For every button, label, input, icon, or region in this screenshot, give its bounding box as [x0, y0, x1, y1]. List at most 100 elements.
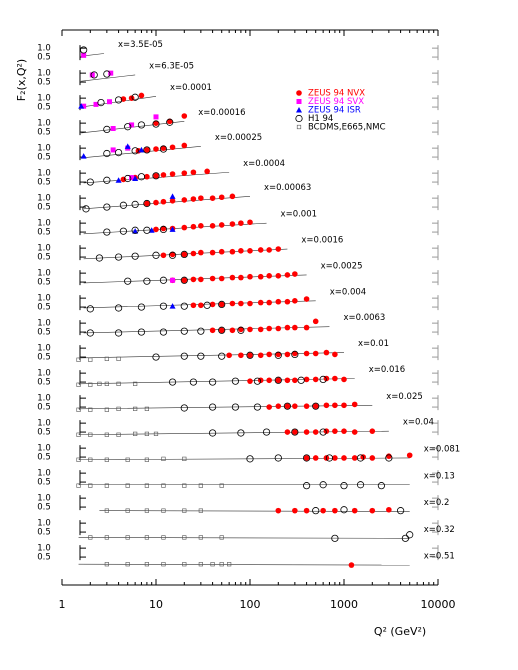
point [159, 328, 168, 336]
point [238, 326, 244, 333]
point [218, 326, 226, 334]
point [132, 175, 139, 181]
point [133, 381, 138, 386]
point [143, 146, 151, 154]
y-tick-label: 0.5 [37, 128, 51, 138]
point [103, 228, 111, 236]
point [190, 302, 197, 309]
point [88, 432, 93, 437]
y-tick-label: 0.5 [37, 453, 51, 463]
point [208, 403, 217, 411]
point [97, 99, 105, 107]
point [190, 223, 197, 230]
point [180, 276, 188, 284]
point [124, 123, 132, 131]
point [76, 432, 81, 437]
point [144, 147, 150, 153]
y-tick-label: 0.5 [37, 503, 51, 513]
point [180, 302, 188, 310]
point [143, 199, 151, 208]
point [297, 376, 305, 384]
point [143, 226, 151, 234]
point [227, 562, 232, 567]
point [238, 274, 244, 281]
point [209, 249, 216, 256]
point [341, 428, 347, 434]
point [182, 562, 187, 567]
point [124, 143, 131, 149]
point [284, 351, 291, 358]
point [401, 534, 410, 542]
point [88, 483, 93, 488]
point [292, 429, 298, 435]
point [153, 146, 159, 152]
point [131, 226, 139, 234]
bin-label: x=0.00025 [215, 133, 262, 143]
point [116, 432, 121, 437]
point [302, 454, 311, 462]
point [131, 200, 139, 208]
y-tick-label: 0.5 [37, 478, 51, 488]
point [218, 248, 225, 255]
point [144, 535, 149, 540]
point [182, 535, 187, 540]
point [104, 381, 109, 386]
point [198, 276, 204, 283]
point [262, 428, 271, 436]
point [218, 301, 225, 308]
bin-label: x=3.5E-05 [118, 40, 163, 50]
point [132, 228, 139, 234]
point [292, 298, 298, 304]
point [274, 351, 282, 359]
point [319, 428, 327, 436]
point [124, 174, 132, 183]
point [369, 428, 376, 434]
point [190, 169, 197, 176]
point [291, 350, 299, 358]
point [396, 507, 405, 515]
y-tick-label: 0.5 [37, 403, 51, 413]
y-tick-label: 1.0 [37, 319, 51, 329]
point [210, 562, 215, 567]
point [161, 535, 166, 540]
point [253, 403, 262, 411]
x-axis-label: Q² (GeV²) [374, 625, 426, 638]
fit-line [78, 563, 410, 566]
point [161, 562, 166, 567]
point [170, 277, 176, 283]
point [86, 178, 94, 186]
point [218, 194, 225, 201]
point [266, 377, 272, 384]
point [169, 198, 176, 204]
point [144, 200, 150, 207]
point [229, 274, 236, 281]
point [266, 273, 272, 279]
point [312, 507, 320, 515]
point [323, 402, 330, 409]
bin-label: x=0.0001 [170, 83, 212, 93]
point [356, 481, 365, 489]
point [138, 92, 145, 99]
point [86, 329, 94, 337]
point [129, 175, 135, 181]
point [275, 273, 282, 279]
point [104, 535, 109, 540]
y-tick-label: 0.5 [37, 103, 51, 113]
point [161, 456, 166, 461]
point [181, 113, 188, 119]
point [229, 300, 236, 307]
point [219, 483, 224, 488]
point [198, 223, 204, 229]
point [247, 300, 253, 307]
point [292, 507, 298, 514]
y-tick-label: 0.5 [37, 278, 51, 288]
point [93, 101, 99, 107]
x-tick-label: 100 [240, 598, 261, 611]
point [76, 483, 81, 488]
y-tick-label: 0.5 [37, 428, 51, 438]
point [319, 481, 327, 489]
point [332, 507, 338, 514]
point [332, 375, 338, 382]
point [131, 147, 139, 155]
y-tick-label: 0.5 [37, 303, 51, 313]
